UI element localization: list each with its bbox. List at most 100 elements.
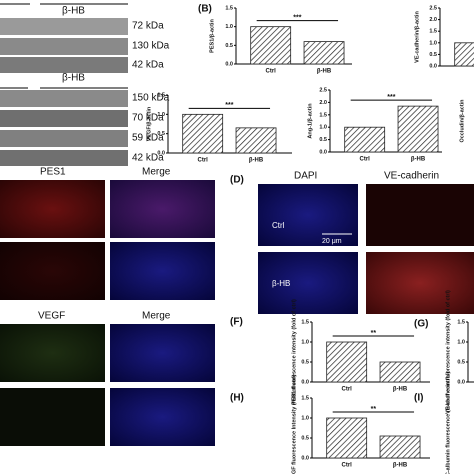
x-tick-label: β-HB: [317, 69, 332, 75]
micrographs-1: PES1 Merge: [0, 167, 215, 300]
blot-band: [0, 110, 128, 127]
bar: [182, 113, 224, 154]
bar: [250, 26, 292, 65]
image: [110, 324, 215, 382]
marker: 42 kDa: [132, 60, 164, 71]
y-tick-label: 1.5: [319, 112, 327, 118]
image: [110, 180, 215, 238]
y-axis-label: FITC-albumin fluorescence (fold of contr…: [445, 371, 451, 474]
y-axis-label: PES1 fluorescence intensity (fold of ctr…: [291, 299, 297, 405]
micrographs-3: DAPI VE-cadherin Ctrl β-HB 20 μm: [258, 171, 474, 314]
row-label: β-HB: [272, 279, 290, 288]
bar: [379, 361, 421, 383]
x-tick-label: β-HB: [393, 387, 408, 393]
x-tick-label: β-HB: [393, 463, 408, 469]
column-label: DAPI: [294, 171, 317, 182]
y-tick-label: 1.0: [429, 40, 437, 46]
image: [366, 184, 474, 246]
y-tick-label: 1.5: [429, 29, 437, 35]
bar: [326, 341, 368, 383]
y-tick-label: 1.5: [157, 92, 165, 98]
y-axis-label: VEGF fluorescence Intensity (fold of ctr…: [291, 375, 297, 474]
panel-label: (G): [414, 319, 428, 330]
y-tick-label: 1.0: [319, 125, 327, 131]
marker: 42 kDa: [132, 153, 164, 164]
y-tick-label: 0.5: [457, 359, 465, 365]
image: [258, 252, 358, 314]
blot-1: β-HB 72 kDa 130 kDa 42 kDa: [0, 3, 170, 73]
y-tick-label: 1.0: [457, 339, 465, 345]
panel-label: (H): [230, 393, 244, 404]
bar: [326, 417, 368, 459]
x-tick-label: Ctrl: [342, 387, 353, 393]
significance: ***: [225, 102, 233, 109]
bar: [303, 41, 345, 65]
y-axis-label: VE-cadherin fluorescence intensity (fold…: [445, 290, 451, 414]
blot-2: β-HB 150 kDa 70 kDa 59 kDa 42 kDa: [0, 73, 170, 166]
y-tick-label: 0.5: [301, 359, 309, 365]
marker: 130 kDa: [132, 41, 170, 52]
y-tick-label: 2.5: [319, 87, 327, 93]
y-axis-label: VEGF/β-actin: [146, 106, 152, 141]
y-tick-label: 2.0: [429, 17, 437, 23]
y-tick-label: 0.0: [157, 150, 165, 156]
y-tick-label: 1.5: [301, 319, 309, 325]
bar: [379, 435, 421, 459]
image: [366, 252, 474, 314]
y-tick-label: 1.0: [225, 24, 233, 30]
image: [0, 324, 105, 382]
image: [258, 184, 358, 246]
y-tick-label: 2.5: [429, 5, 437, 11]
group-label: β-HB: [62, 6, 85, 17]
y-axis-label: VE-cadherin/β-actin: [414, 11, 420, 63]
bar: [344, 126, 386, 153]
significance: ***: [293, 15, 301, 22]
image: [0, 180, 105, 238]
y-tick-label: 0.0: [319, 149, 327, 155]
image: [110, 242, 215, 300]
y-tick-label: 1.0: [301, 415, 309, 421]
blot-band: [0, 150, 128, 166]
marker: 59 kDa: [132, 133, 164, 144]
y-tick-label: 1.0: [301, 339, 309, 345]
x-tick-label: Ctrl: [360, 157, 371, 163]
y-tick-label: 1.5: [301, 395, 309, 401]
bar: [397, 105, 439, 153]
y-tick-label: 1.5: [225, 5, 233, 11]
significance: **: [371, 406, 377, 413]
x-tick-label: Ctrl: [198, 158, 209, 164]
x-tick-label: Ctrl: [266, 69, 277, 75]
image: [0, 388, 105, 446]
x-tick-label: β-HB: [249, 158, 264, 164]
bar: [454, 42, 474, 67]
marker: 72 kDa: [132, 21, 164, 32]
scale-label: 20 μm: [322, 238, 342, 245]
column-label: Merge: [142, 311, 171, 322]
row-label: Ctrl: [272, 221, 285, 230]
column-label: PES1: [40, 167, 66, 178]
blot-band: [0, 130, 128, 147]
y-tick-label: 0.5: [319, 137, 327, 143]
y-tick-label: 0.0: [225, 61, 233, 67]
y-tick-label: 0.5: [301, 435, 309, 441]
y-tick-label: 0.5: [225, 43, 233, 49]
y-tick-label: 0.5: [429, 52, 437, 58]
column-label: VEGF: [38, 311, 65, 322]
y-tick-label: 0.0: [429, 63, 437, 69]
image: [110, 388, 215, 446]
y-tick-label: 2.0: [319, 100, 327, 106]
significance: **: [371, 330, 377, 337]
y-tick-label: 0.0: [457, 379, 465, 385]
y-tick-label: 0.0: [301, 455, 309, 461]
y-axis-label: Ang-1/β-actin: [307, 103, 313, 139]
y-axis-label: PES1/β-actin: [209, 19, 215, 53]
blot-band: [0, 57, 128, 73]
panel-label: (F): [230, 317, 243, 328]
panel-label: (I): [414, 393, 423, 404]
y-tick-label: 0.0: [301, 379, 309, 385]
y-axis-label: Occludin/β-actin: [459, 99, 465, 143]
marker: 70 kDa: [132, 113, 164, 124]
micrographs-2: VEGF Merge: [0, 311, 215, 446]
blot-band: [0, 90, 128, 107]
